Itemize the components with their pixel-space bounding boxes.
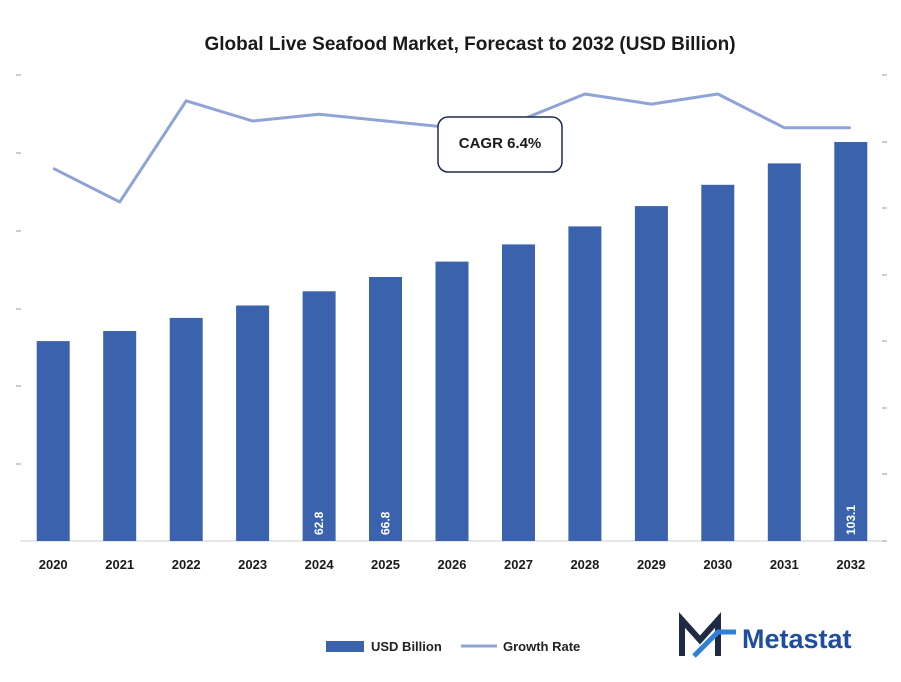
bar-labels: 62.8 66.8 103.1	[312, 505, 858, 535]
bar-data-label: 66.8	[379, 511, 393, 535]
cagr-text: CAGR 6.4%	[459, 135, 542, 152]
x-tick-label: 2032	[836, 557, 865, 572]
bar-2029	[634, 206, 668, 541]
x-tick-label: 2024	[305, 557, 335, 572]
x-tick-label: 2025	[371, 557, 400, 572]
legend-label-usd-billion: USD Billion	[371, 639, 442, 654]
bar-data-label: 103.1	[844, 505, 858, 535]
metastat-m-logo-icon	[679, 612, 736, 658]
x-tick-labels: 2020 2021 2022 2023 2024 2025 2026 2027 2028 2029…	[39, 557, 866, 572]
x-tick-label: 2027	[504, 557, 533, 572]
x-tick-label: 2028	[570, 557, 599, 572]
brand-name: Metastat	[742, 624, 852, 654]
x-tick-label: 2021	[105, 557, 134, 572]
x-tick-label: 2029	[637, 557, 666, 572]
bar-data-label: 62.8	[312, 511, 326, 535]
bar-2021	[103, 331, 137, 541]
bar-2030	[701, 184, 735, 542]
bar-2031	[767, 163, 801, 541]
bar-2022	[169, 317, 203, 541]
bar-2026	[435, 261, 469, 541]
x-tick-label: 2031	[770, 557, 799, 572]
bar-2024	[302, 291, 336, 541]
cagr-annotation: CAGR 6.4%	[437, 116, 563, 173]
bar-2020	[36, 341, 70, 541]
bar-2032	[834, 142, 868, 541]
x-tick-label: 2023	[238, 557, 267, 572]
legend: USD Billion Growth Rate	[326, 639, 580, 654]
x-tick-label: 2020	[39, 557, 68, 572]
x-tick-label: 2022	[172, 557, 201, 572]
bars	[36, 142, 868, 542]
chart-title: Global Live Seafood Market, Forecast to …	[204, 34, 735, 55]
x-tick-label: 2030	[703, 557, 732, 572]
x-tick-label: 2026	[438, 557, 467, 572]
legend-swatch-usd-billion	[326, 641, 364, 652]
bar-2028	[568, 226, 602, 541]
bar-2027	[502, 244, 535, 541]
legend-label-growth-rate: Growth Rate	[503, 639, 580, 654]
bar-2025	[369, 277, 402, 541]
bar-2023	[236, 305, 270, 541]
metastat-logo: Metastat	[679, 612, 852, 658]
